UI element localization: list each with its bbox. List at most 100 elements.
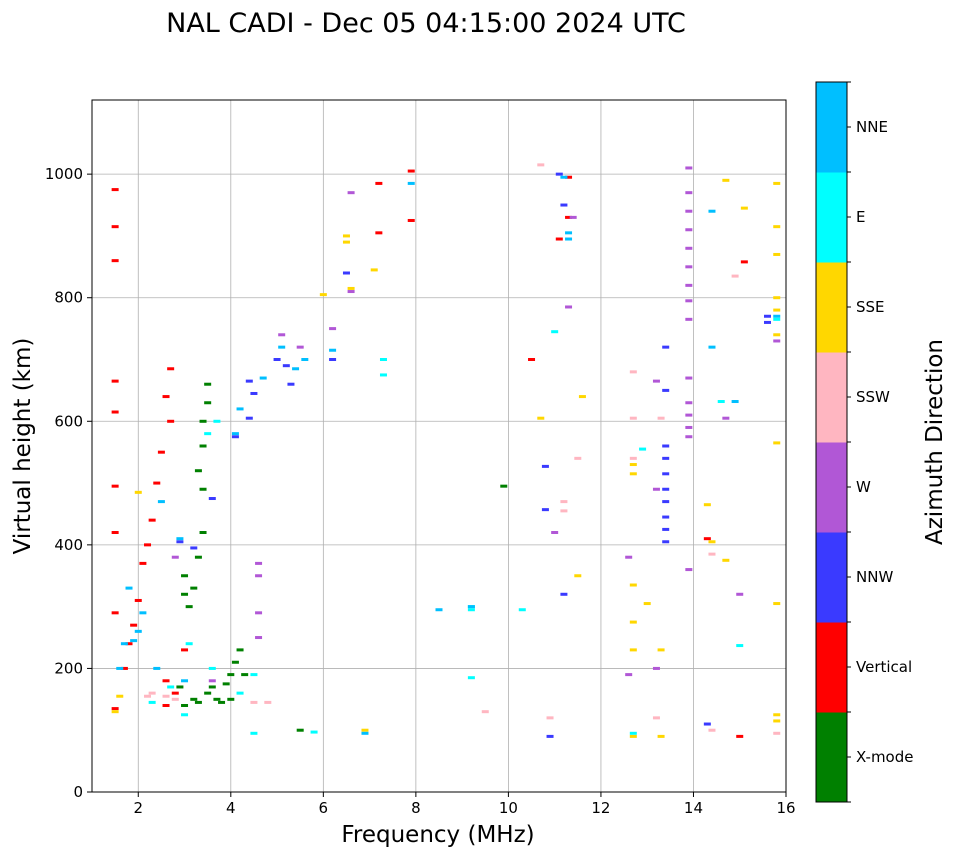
data-point-nne xyxy=(157,500,165,504)
data-point-w xyxy=(625,673,633,677)
data-point-nnw xyxy=(662,456,670,460)
y-tick-label: 0 xyxy=(73,783,83,801)
data-point-x-mode xyxy=(500,484,508,488)
data-point-ssw xyxy=(144,694,152,698)
data-point-sse xyxy=(773,602,781,606)
data-point-nnw xyxy=(662,500,670,504)
data-point-ssw xyxy=(708,728,716,732)
data-point-x-mode xyxy=(241,673,249,677)
data-point-sse xyxy=(629,463,637,467)
data-point-vertical xyxy=(111,188,119,192)
data-point-vertical xyxy=(171,691,179,695)
data-point-ssw xyxy=(773,731,781,735)
data-point-ssw xyxy=(537,163,545,167)
data-point-nnw xyxy=(245,416,253,420)
data-point-w xyxy=(685,166,693,170)
data-point-nne xyxy=(259,376,267,380)
data-point-w xyxy=(685,299,693,303)
data-point-nnw xyxy=(342,271,350,275)
data-point-e xyxy=(467,608,475,612)
data-point-nne xyxy=(708,209,716,213)
data-point-vertical xyxy=(555,237,563,241)
data-point-x-mode xyxy=(194,555,202,559)
data-point-w xyxy=(652,666,660,670)
data-point-vertical xyxy=(120,666,128,670)
data-point-vertical xyxy=(111,410,119,414)
data-point-ssw xyxy=(629,370,637,374)
data-point-sse xyxy=(740,206,748,210)
data-point-nnw xyxy=(662,444,670,448)
data-point-nne xyxy=(301,358,309,361)
data-point-nnw xyxy=(703,722,711,726)
data-point-e xyxy=(310,730,318,734)
data-point-vertical xyxy=(407,218,415,222)
colorbar-tick-label: Vertical xyxy=(856,658,912,676)
data-point-e xyxy=(773,317,781,321)
plot-frame xyxy=(91,99,787,793)
data-point-x-mode xyxy=(194,700,202,704)
data-point-vertical xyxy=(703,537,711,541)
colorbar-segment xyxy=(816,622,847,713)
data-point-nnw xyxy=(662,487,670,491)
data-point-vertical xyxy=(148,518,156,522)
data-point-vertical xyxy=(375,181,383,185)
data-point-w xyxy=(329,327,337,331)
data-point-w xyxy=(685,209,693,213)
chart-title: NAL CADI - Dec 05 04:15:00 2024 UTC xyxy=(166,8,686,39)
data-point-vertical xyxy=(528,358,536,361)
data-point-nnw xyxy=(662,527,670,531)
x-axis-label: Frequency (MHz) xyxy=(341,822,534,848)
data-point-sse xyxy=(773,252,781,256)
data-point-vertical xyxy=(740,260,748,264)
data-point-sse xyxy=(773,441,781,445)
data-point-vertical xyxy=(153,481,161,485)
data-point-ssw xyxy=(657,416,665,420)
data-point-ssw xyxy=(148,691,156,695)
data-point-x-mode xyxy=(231,660,239,664)
data-point-x-mode xyxy=(190,697,198,701)
data-point-w xyxy=(625,555,633,559)
data-point-x-mode xyxy=(218,700,226,704)
data-point-w xyxy=(347,290,355,294)
grid-lines xyxy=(92,100,787,793)
data-point-sse xyxy=(347,286,355,290)
data-point-x-mode xyxy=(190,586,198,590)
data-point-sse xyxy=(629,734,637,738)
data-point-e xyxy=(551,330,559,334)
data-point-ssw xyxy=(162,694,170,698)
data-point-ssw xyxy=(574,456,582,460)
data-point-w xyxy=(171,555,179,559)
data-point-x-mode xyxy=(176,685,184,689)
data-point-nne xyxy=(153,666,161,670)
data-point-vertical xyxy=(144,543,152,547)
data-point-w xyxy=(685,283,693,287)
data-point-sse xyxy=(703,503,711,507)
data-point-vertical xyxy=(111,225,119,229)
data-point-sse xyxy=(111,710,119,714)
data-point-w xyxy=(773,339,781,343)
data-point-vertical xyxy=(139,561,147,565)
data-point-vertical xyxy=(167,419,175,423)
data-point-w xyxy=(685,265,693,269)
data-point-nnw xyxy=(287,382,295,386)
data-point-ssw xyxy=(629,416,637,420)
data-point-nnw xyxy=(250,391,258,395)
data-point-w xyxy=(652,487,660,491)
data-point-sse xyxy=(574,574,582,578)
data-point-w xyxy=(652,379,660,383)
data-point-sse xyxy=(657,648,665,652)
data-point-w xyxy=(685,228,693,232)
data-point-sse xyxy=(722,558,730,562)
data-point-x-mode xyxy=(199,444,207,448)
data-point-vertical xyxy=(111,531,119,534)
data-point-sse xyxy=(116,694,124,698)
data-point-vertical xyxy=(111,484,119,488)
data-point-w xyxy=(722,416,730,420)
data-point-x-mode xyxy=(227,673,235,677)
data-point-w xyxy=(685,246,693,250)
data-point-e xyxy=(379,358,387,361)
data-point-ssw xyxy=(731,274,739,278)
data-point-ssw xyxy=(481,710,489,714)
data-point-nne xyxy=(329,348,337,352)
data-point-x-mode xyxy=(236,648,244,652)
